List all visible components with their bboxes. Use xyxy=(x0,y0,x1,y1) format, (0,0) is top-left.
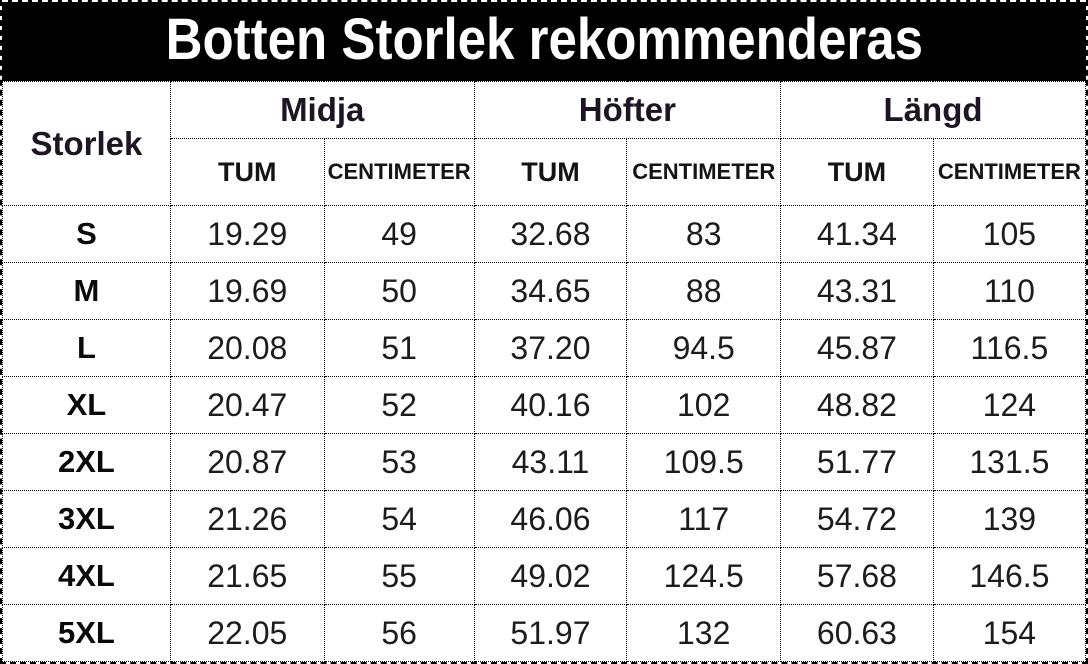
header-hofter-centimeter: CENTIMETER xyxy=(626,138,782,206)
value-cell: 117 xyxy=(626,490,782,548)
value-cell: 56 xyxy=(323,604,475,662)
value-cell: 48.82 xyxy=(780,376,934,434)
value-cell: 53 xyxy=(323,433,475,491)
value-cell: 37.20 xyxy=(473,319,628,377)
value-cell: 41.34 xyxy=(780,205,934,263)
header-group-hofter: Höfter xyxy=(473,81,782,139)
value-cell: 43.31 xyxy=(780,262,934,320)
size-label: 5XL xyxy=(2,604,171,662)
header-langd-tum: TUM xyxy=(780,138,934,206)
size-table: Storlek Midja Höfter Längd TUM CENTIMETE… xyxy=(2,81,1086,662)
table-row-4xl: 4XL 21.65 55 49.02 124.5 57.68 146.5 xyxy=(2,547,1086,605)
value-cell: 19.69 xyxy=(169,262,325,320)
value-cell: 52 xyxy=(323,376,475,434)
value-cell: 102 xyxy=(626,376,782,434)
value-cell: 21.65 xyxy=(169,547,325,605)
value-cell: 46.06 xyxy=(473,490,628,548)
value-cell: 57.68 xyxy=(780,547,934,605)
value-cell: 132 xyxy=(626,604,782,662)
value-cell: 20.47 xyxy=(169,376,325,434)
table-row-xl: XL 20.47 52 40.16 102 48.82 124 xyxy=(2,376,1086,434)
value-cell: 83 xyxy=(626,205,782,263)
value-cell: 40.16 xyxy=(473,376,628,434)
value-cell: 131.5 xyxy=(932,433,1086,491)
value-cell: 146.5 xyxy=(932,547,1086,605)
size-label: L xyxy=(2,319,171,377)
table-row-m: M 19.69 50 34.65 88 43.31 110 xyxy=(2,262,1086,320)
value-cell: 49 xyxy=(323,205,475,263)
value-cell: 60.63 xyxy=(780,604,934,662)
value-cell: 50 xyxy=(323,262,475,320)
value-cell: 34.65 xyxy=(473,262,628,320)
value-cell: 20.08 xyxy=(169,319,325,377)
value-cell: 94.5 xyxy=(626,319,782,377)
value-cell: 88 xyxy=(626,262,782,320)
header-unit-row: TUM CENTIMETER TUM CENTIMETER TUM CENTIM… xyxy=(3,138,1086,206)
table-row-2xl: 2XL 20.87 53 43.11 109.5 51.77 131.5 xyxy=(2,433,1086,491)
value-cell: 105 xyxy=(932,205,1086,263)
value-cell: 32.68 xyxy=(473,205,628,263)
value-cell: 51.97 xyxy=(473,604,628,662)
size-label: 2XL xyxy=(2,433,171,491)
table-row-s: S 19.29 49 32.68 83 41.34 105 xyxy=(2,205,1086,263)
value-cell: 109.5 xyxy=(626,433,782,491)
value-cell: 139 xyxy=(932,490,1086,548)
value-cell: 51.77 xyxy=(780,433,934,491)
value-cell: 124 xyxy=(932,376,1086,434)
header-hofter-tum: TUM xyxy=(473,138,628,206)
value-cell: 19.29 xyxy=(169,205,325,263)
value-cell: 43.11 xyxy=(473,433,628,491)
size-label: M xyxy=(2,262,171,320)
value-cell: 55 xyxy=(323,547,475,605)
header-group-langd: Längd xyxy=(780,81,1086,139)
table-row-l: L 20.08 51 37.20 94.5 45.87 116.5 xyxy=(2,319,1086,377)
value-cell: 45.87 xyxy=(780,319,934,377)
header-group-row: Storlek Midja Höfter Längd xyxy=(2,81,1086,206)
header-group-midja: Midja xyxy=(169,81,475,139)
title-banner: Botten Storlek rekommenderas xyxy=(2,0,1086,81)
value-cell: 124.5 xyxy=(626,547,782,605)
value-cell: 22.05 xyxy=(169,604,325,662)
header-midja-tum: TUM xyxy=(169,138,325,206)
value-cell: 54 xyxy=(323,490,475,548)
size-label: 4XL xyxy=(2,547,171,605)
value-cell: 51 xyxy=(323,319,475,377)
table-row-3xl: 3XL 21.26 54 46.06 117 54.72 139 xyxy=(2,490,1086,548)
header-midja-centimeter: CENTIMETER xyxy=(323,138,475,206)
value-cell: 21.26 xyxy=(169,490,325,548)
value-cell: 116.5 xyxy=(932,319,1086,377)
header-langd-centimeter: CENTIMETER xyxy=(932,138,1086,206)
value-cell: 54.72 xyxy=(780,490,934,548)
size-label: S xyxy=(2,205,171,263)
table-row-5xl: 5XL 22.05 56 51.97 132 60.63 154 xyxy=(2,604,1086,662)
value-cell: 49.02 xyxy=(473,547,628,605)
size-label: 3XL xyxy=(2,490,171,548)
value-cell: 154 xyxy=(932,604,1086,662)
value-cell: 110 xyxy=(932,262,1086,320)
page-title: Botten Storlek rekommenderas xyxy=(165,6,923,72)
value-cell: 20.87 xyxy=(169,433,325,491)
size-label: XL xyxy=(2,376,171,434)
header-storlek: Storlek xyxy=(2,81,171,206)
